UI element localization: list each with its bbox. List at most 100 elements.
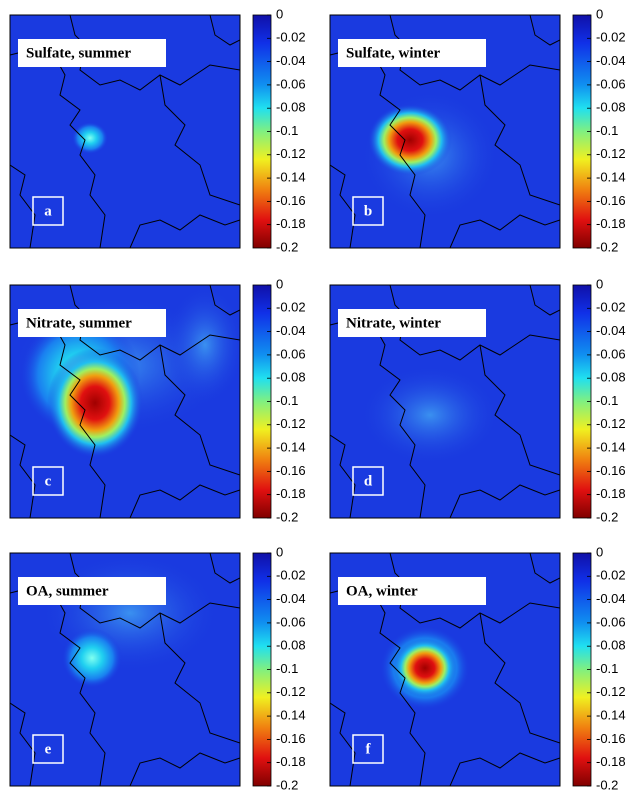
colorbar-tick-label: -0.06 <box>276 614 306 629</box>
coastline <box>129 752 240 786</box>
colorbar-tick-label: -0.04 <box>276 53 306 68</box>
panel-title: OA, winter <box>346 583 418 599</box>
colorbar-tick-label: -0.16 <box>596 731 626 746</box>
panel-label: d <box>364 473 373 489</box>
panel-label: a <box>44 203 52 219</box>
colorbar-tick-label: -0.08 <box>276 638 306 653</box>
panel-label: c <box>45 473 52 489</box>
colorbar-tick-label: -0.04 <box>276 323 306 338</box>
hotspot <box>165 285 240 405</box>
coastline <box>209 15 240 46</box>
colorbar-tick-label: -0.06 <box>596 346 626 361</box>
coastline <box>449 214 560 248</box>
colorbar-tick-label: -0.2 <box>596 509 618 524</box>
panel-title: Nitrate, winter <box>346 315 441 331</box>
title-box <box>18 39 166 67</box>
colorbar-tick-label: -0.02 <box>596 30 626 45</box>
hotspot <box>62 628 122 688</box>
coastline <box>330 702 356 786</box>
colorbar-tick-label: -0.02 <box>596 568 626 583</box>
panel: Sulfate, winter b 0 -0.02 -0.04 -0.06 -0.08 -0.… <box>329 6 626 254</box>
panel: OA, winter f 0 -0.02 -0.04 -0.06 -0.08 -0.1 -0.1… <box>329 544 626 792</box>
coastline <box>10 164 36 248</box>
colorbar-tick-label: -0.2 <box>276 777 298 792</box>
colorbar-tick-label: -0.08 <box>276 370 306 385</box>
coastline <box>479 74 560 206</box>
coastline <box>529 285 560 316</box>
coastline <box>159 344 240 476</box>
colorbar-tick-label: -0.16 <box>276 463 306 478</box>
colorbar-tick-label: -0.2 <box>276 509 298 524</box>
coastline <box>330 434 356 518</box>
label-box <box>352 466 384 496</box>
colorbar-tick-label: -0.1 <box>276 123 298 138</box>
coastline <box>159 612 240 744</box>
title-box <box>338 39 486 67</box>
colorbar-tick-label: -0.14 <box>276 708 306 723</box>
colorbar-tick-label: -0.12 <box>596 416 626 431</box>
colorbar-tick-label: -0.06 <box>596 614 626 629</box>
hotspot <box>47 348 143 458</box>
colorbar-tick-label: -0.14 <box>596 708 626 723</box>
title-box <box>338 309 486 337</box>
panel: Nitrate, summer c 0 -0.02 -0.04 -0.06 -0.08 -0.… <box>9 276 306 524</box>
label-box <box>352 734 384 764</box>
panel: OA, summer e 0 -0.02 -0.04 -0.06 -0.08 -0.1 -0.1… <box>9 544 306 792</box>
colorbar-tick-label: -0.16 <box>596 193 626 208</box>
colorbar-tick-label: -0.02 <box>276 568 306 583</box>
hotspot <box>360 365 500 465</box>
coastline <box>529 553 560 584</box>
colorbar-tick-label: -0.08 <box>596 638 626 653</box>
hotspot <box>393 638 457 698</box>
colorbar-tick-label: -0.02 <box>276 300 306 315</box>
coastline <box>209 285 240 316</box>
coastline <box>129 214 240 248</box>
colorbar-tick-label: -0.08 <box>596 100 626 115</box>
panel-label: f <box>366 741 372 757</box>
coastline <box>209 553 240 584</box>
colorbar-tick-label: 0 <box>596 6 603 21</box>
colorbar-tick-label: -0.2 <box>596 777 618 792</box>
label-box <box>32 466 64 496</box>
colorbar-tick-label: -0.06 <box>276 76 306 91</box>
colorbar-tick-label: -0.18 <box>596 216 626 231</box>
colorbar-tick-label: -0.18 <box>276 754 306 769</box>
coastline <box>449 484 560 518</box>
colorbar-tick-label: -0.02 <box>276 30 306 45</box>
colorbar-tick-label: -0.14 <box>276 440 306 455</box>
colorbar-tick-label: -0.18 <box>596 486 626 501</box>
colorbar-tick-label: -0.14 <box>276 170 306 185</box>
panel: Sulfate, summer a 0 -0.02 -0.04 -0.06 -0.08 -0.… <box>9 6 306 254</box>
colorbar-tick-label: -0.2 <box>276 239 298 254</box>
coastline <box>479 344 560 476</box>
coastline <box>529 15 560 46</box>
colorbar-tick-label: -0.06 <box>276 346 306 361</box>
label-box <box>352 196 384 226</box>
colorbar-tick-label: -0.16 <box>276 731 306 746</box>
map-frame <box>329 552 561 787</box>
colorbar-tick-label: -0.08 <box>596 370 626 385</box>
colorbar-tick-label: -0.12 <box>596 684 626 699</box>
coastline <box>159 74 240 206</box>
colorbar-tick-label: -0.1 <box>276 393 298 408</box>
map-frame <box>9 14 241 249</box>
colorbar-tick-label: -0.06 <box>596 76 626 91</box>
colorbar-tick-label: -0.04 <box>276 591 306 606</box>
colorbar-tick-label: -0.12 <box>276 684 306 699</box>
label-box <box>32 734 64 764</box>
colorbar-tick-label: 0 <box>596 276 603 291</box>
hotspot <box>72 122 108 154</box>
colorbar-tick-label: -0.1 <box>596 661 618 676</box>
colorbar-tick-label: -0.08 <box>276 100 306 115</box>
panel-title: OA, summer <box>26 583 109 599</box>
colorbar-tick-label: -0.18 <box>276 486 306 501</box>
map-frame <box>329 284 561 519</box>
coastline <box>449 752 560 786</box>
panel-label: e <box>45 741 52 757</box>
map <box>10 285 240 518</box>
colorbar-tick-label: -0.16 <box>276 193 306 208</box>
map-frame <box>329 14 561 249</box>
colorbar-tick-label: -0.12 <box>596 146 626 161</box>
colorbar-tick-label: -0.04 <box>596 323 626 338</box>
